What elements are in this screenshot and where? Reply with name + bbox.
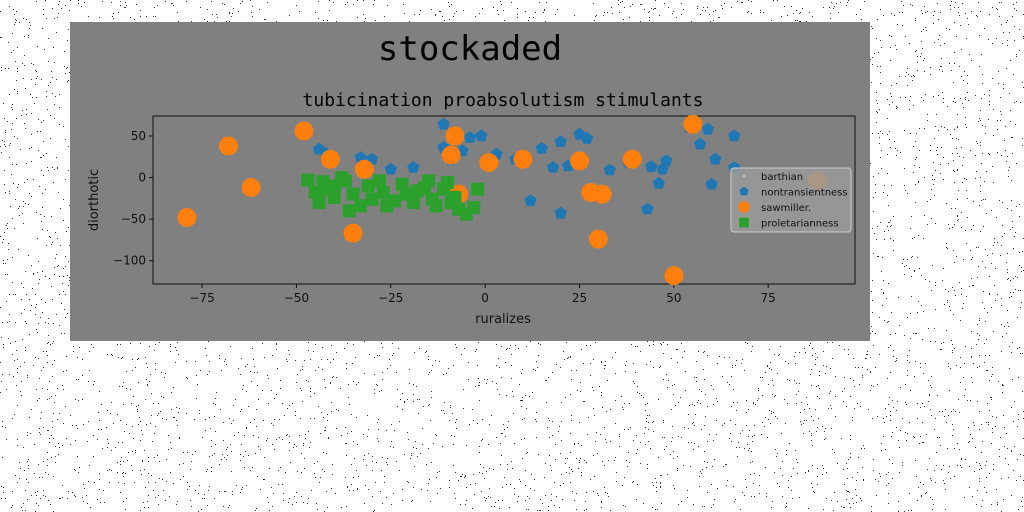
data-point xyxy=(441,145,461,165)
data-point xyxy=(588,229,608,249)
data-point xyxy=(342,204,356,218)
legend-label: barthian xyxy=(761,172,803,183)
data-point xyxy=(467,200,481,214)
legend-marker xyxy=(738,201,750,213)
data-point xyxy=(445,126,465,146)
y-axis-label: diorthotic xyxy=(87,169,102,231)
figure-suptitle: stockaded xyxy=(378,29,562,69)
legend-marker xyxy=(739,217,749,228)
data-point xyxy=(384,162,397,175)
data-point xyxy=(546,161,560,173)
data-point xyxy=(535,141,548,154)
data-point xyxy=(429,199,443,213)
y-tick-label: −100 xyxy=(113,254,146,268)
axes: −75 −50 −25 0 25 50 75 −100 −50 0 50 xyxy=(113,114,856,305)
data-point xyxy=(294,121,314,141)
data-point xyxy=(422,174,436,188)
y-tick-label: −50 xyxy=(121,212,146,226)
data-point xyxy=(694,137,707,150)
x-tick-label: −50 xyxy=(284,291,309,305)
data-point xyxy=(346,187,360,201)
data-point xyxy=(471,182,485,196)
legend-box xyxy=(730,167,852,233)
legend-label: proletarianness xyxy=(761,219,839,230)
x-tick-label: −25 xyxy=(378,291,403,305)
data-point xyxy=(380,199,394,213)
data-point xyxy=(656,162,669,175)
x-tick-label: 75 xyxy=(761,291,776,305)
data-point xyxy=(479,153,499,173)
data-point xyxy=(338,174,352,188)
data-point xyxy=(475,129,488,142)
x-tick-label: −75 xyxy=(189,291,214,305)
data-point xyxy=(592,184,612,204)
data-point xyxy=(440,176,454,190)
x-tick-label: 50 xyxy=(666,291,681,305)
data-point xyxy=(376,186,390,200)
data-point xyxy=(554,135,567,147)
series-2 xyxy=(177,114,827,286)
data-point xyxy=(524,194,537,207)
data-point xyxy=(701,122,714,135)
data-point xyxy=(320,182,334,196)
data-point xyxy=(407,161,420,173)
data-point xyxy=(622,149,642,169)
data-point xyxy=(354,159,374,179)
legend-marker xyxy=(742,174,746,178)
data-point xyxy=(652,176,665,189)
data-point xyxy=(683,114,703,134)
data-point xyxy=(361,179,375,193)
y-tick-label: 0 xyxy=(138,171,146,185)
data-point xyxy=(301,173,315,187)
data-point xyxy=(705,177,718,190)
data-point xyxy=(554,206,567,219)
data-point xyxy=(444,195,458,209)
data-point xyxy=(728,129,741,142)
data-point xyxy=(354,199,368,213)
data-point xyxy=(410,184,424,198)
data-point xyxy=(241,178,261,198)
data-point xyxy=(603,163,616,176)
data-point xyxy=(395,177,409,191)
data-point xyxy=(372,174,386,188)
data-point xyxy=(641,202,654,215)
series-3 xyxy=(301,171,485,221)
x-tick-label: 25 xyxy=(572,291,587,305)
data-point xyxy=(365,192,379,206)
legend-label: nontransientness xyxy=(761,188,848,199)
data-point xyxy=(308,186,322,200)
data-point xyxy=(580,132,594,144)
data-point xyxy=(218,136,238,156)
axes-title: tubicination proabsolutism stimulants xyxy=(303,90,704,111)
data-point xyxy=(645,160,658,172)
data-point xyxy=(312,195,326,209)
legend: barthian nontransientness sawmiller. prolet… xyxy=(730,167,852,233)
data-point xyxy=(664,266,684,286)
data-point xyxy=(437,117,450,130)
data-point xyxy=(513,149,533,169)
plot-frame xyxy=(152,115,856,285)
data-point xyxy=(343,223,363,243)
data-point xyxy=(709,152,722,165)
y-tick-label: 50 xyxy=(131,129,146,143)
data-point xyxy=(463,131,477,143)
data-point xyxy=(177,207,197,227)
data-point xyxy=(406,195,420,209)
legend-label: sawmiller. xyxy=(761,203,811,214)
x-axis-label: ruralizes xyxy=(475,312,531,327)
x-tick-label: 0 xyxy=(481,291,489,305)
data-point xyxy=(569,151,589,171)
legend-marker xyxy=(739,186,749,196)
data-point xyxy=(320,149,340,169)
